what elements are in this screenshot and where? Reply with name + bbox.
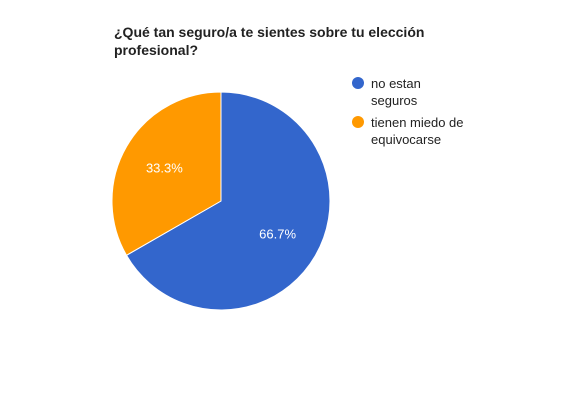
legend-label-1-line-0: tienen miedo de <box>371 115 464 130</box>
chart-title: ¿Qué tan seguro/a te sientes sobre tu el… <box>114 24 424 58</box>
legend-marker-0 <box>352 77 364 89</box>
legend-label-0: no estan seguros <box>371 76 421 108</box>
legend-label-0-line-0: no estan <box>371 76 421 91</box>
legend: no estan seguros tienen miedo de equivocars… <box>352 76 464 147</box>
legend-label-1: tienen miedo de equivocarse <box>371 115 464 147</box>
chart-title-line-1: ¿Qué tan seguro/a te sientes sobre tu el… <box>114 24 424 40</box>
legend-label-1-line-1: equivocarse <box>371 132 441 147</box>
legend-label-0-line-1: seguros <box>371 93 418 108</box>
slice-labels: 66.7% 33.3% <box>146 161 297 242</box>
pie-slice-1 <box>111 91 222 256</box>
slice-label-1: 33.3% <box>146 161 183 176</box>
slice-label-0: 66.7% <box>259 226 296 241</box>
pie-slices <box>111 91 331 311</box>
pie-slice-0 <box>125 91 331 311</box>
chart-title-line-2: profesional? <box>114 42 198 58</box>
legend-marker-1 <box>352 116 364 128</box>
